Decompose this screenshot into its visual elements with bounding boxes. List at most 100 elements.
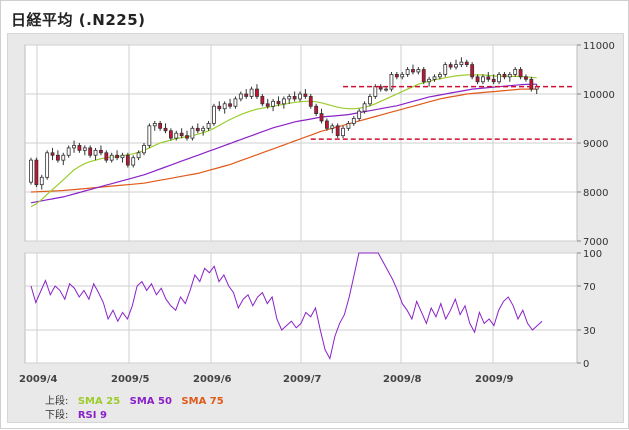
candlestick xyxy=(265,98,270,109)
candlestick xyxy=(437,71,442,80)
candle-body xyxy=(491,78,496,83)
page-title: 日経平均 (.N225) xyxy=(11,11,146,29)
legend-rsi9: RSI 9 xyxy=(77,410,107,421)
candle-body xyxy=(120,154,125,159)
candlestick xyxy=(271,98,276,112)
candle-body xyxy=(513,69,518,75)
candle-body xyxy=(459,61,464,66)
candlestick xyxy=(308,94,313,109)
candle-body xyxy=(206,123,211,129)
candle-body xyxy=(308,96,313,107)
candle-body xyxy=(136,152,141,159)
candle-body xyxy=(99,149,103,154)
candlestick xyxy=(497,71,501,85)
candlestick xyxy=(341,125,345,139)
candle-body xyxy=(238,93,243,100)
candlestick xyxy=(502,71,507,80)
candle-body xyxy=(298,93,302,100)
candle-body xyxy=(351,118,356,124)
legend-lower-label: 下段: xyxy=(45,410,69,421)
candlestick xyxy=(147,123,152,148)
candle-body xyxy=(72,145,76,149)
candlestick xyxy=(136,150,141,161)
x-tick-label: 2009/5 xyxy=(111,374,149,385)
sma75-line xyxy=(30,88,537,193)
candlestick xyxy=(158,120,163,131)
candlestick xyxy=(335,123,340,139)
price-y-label: 9000 xyxy=(583,139,608,150)
candle-body xyxy=(222,103,227,110)
candlestick xyxy=(529,76,534,92)
candlestick xyxy=(222,101,227,114)
candlestick xyxy=(507,71,512,82)
candle-body xyxy=(34,159,39,186)
candle-body xyxy=(131,157,136,166)
candlestick xyxy=(346,120,351,131)
candle-body xyxy=(443,64,448,75)
candlestick xyxy=(174,130,179,141)
candlestick xyxy=(421,67,426,85)
rsi-y-label: 100 xyxy=(583,249,602,260)
candlestick xyxy=(233,96,238,109)
candle-body xyxy=(319,113,324,122)
candle-body xyxy=(109,154,114,161)
candlestick xyxy=(394,71,399,80)
candlestick xyxy=(125,152,130,168)
candle-body xyxy=(378,86,383,90)
candle-body xyxy=(416,69,421,73)
candle-body xyxy=(174,132,179,139)
candle-body xyxy=(276,100,281,105)
candlestick xyxy=(389,71,394,92)
candlestick xyxy=(93,147,98,161)
candle-body xyxy=(168,130,173,139)
candle-body xyxy=(448,64,453,68)
candlestick xyxy=(518,67,523,80)
candlestick xyxy=(179,128,184,139)
legend-sma50: SMA 50 xyxy=(129,396,172,407)
candlestick xyxy=(513,67,518,77)
candlestick xyxy=(475,74,480,85)
candle-body xyxy=(432,76,437,80)
candle-body xyxy=(260,96,265,105)
candlestick xyxy=(298,91,302,102)
candlestick xyxy=(303,89,308,99)
candlestick xyxy=(491,74,496,85)
candlestick xyxy=(244,89,249,99)
rsi9-line xyxy=(30,252,543,361)
candlestick xyxy=(120,152,125,163)
candlestick xyxy=(486,71,491,82)
candle-body xyxy=(88,147,93,156)
candle-body xyxy=(421,69,426,83)
candle-body xyxy=(292,96,297,100)
sma50-line xyxy=(30,83,537,204)
candlestick xyxy=(524,74,528,82)
x-tick-label: 2009/7 xyxy=(283,374,321,385)
candle-body xyxy=(244,93,249,97)
candle-body xyxy=(212,105,216,124)
candlestick xyxy=(115,150,119,161)
candlestick xyxy=(276,96,281,107)
candlestick xyxy=(405,67,410,77)
candlestick xyxy=(217,101,222,112)
candle-body xyxy=(147,125,152,146)
candle-body xyxy=(335,125,340,137)
candle-body xyxy=(357,110,362,119)
candle-body xyxy=(529,78,534,90)
candle-body xyxy=(341,127,345,137)
candlestick xyxy=(255,84,259,99)
candle-body xyxy=(125,154,130,166)
candle-body xyxy=(481,76,485,83)
candle-body xyxy=(82,147,87,151)
candle-body xyxy=(400,74,405,78)
candle-body xyxy=(497,74,501,83)
x-tick-label: 2009/4 xyxy=(19,374,57,385)
candlestick xyxy=(77,143,82,153)
candlestick xyxy=(314,103,319,117)
candle-body xyxy=(56,154,60,161)
x-tick-label: 2009/6 xyxy=(193,374,231,385)
candlestick xyxy=(152,120,157,131)
candle-body xyxy=(394,74,399,78)
candlestick xyxy=(72,140,76,153)
x-tick-label: 2009/9 xyxy=(475,374,513,385)
